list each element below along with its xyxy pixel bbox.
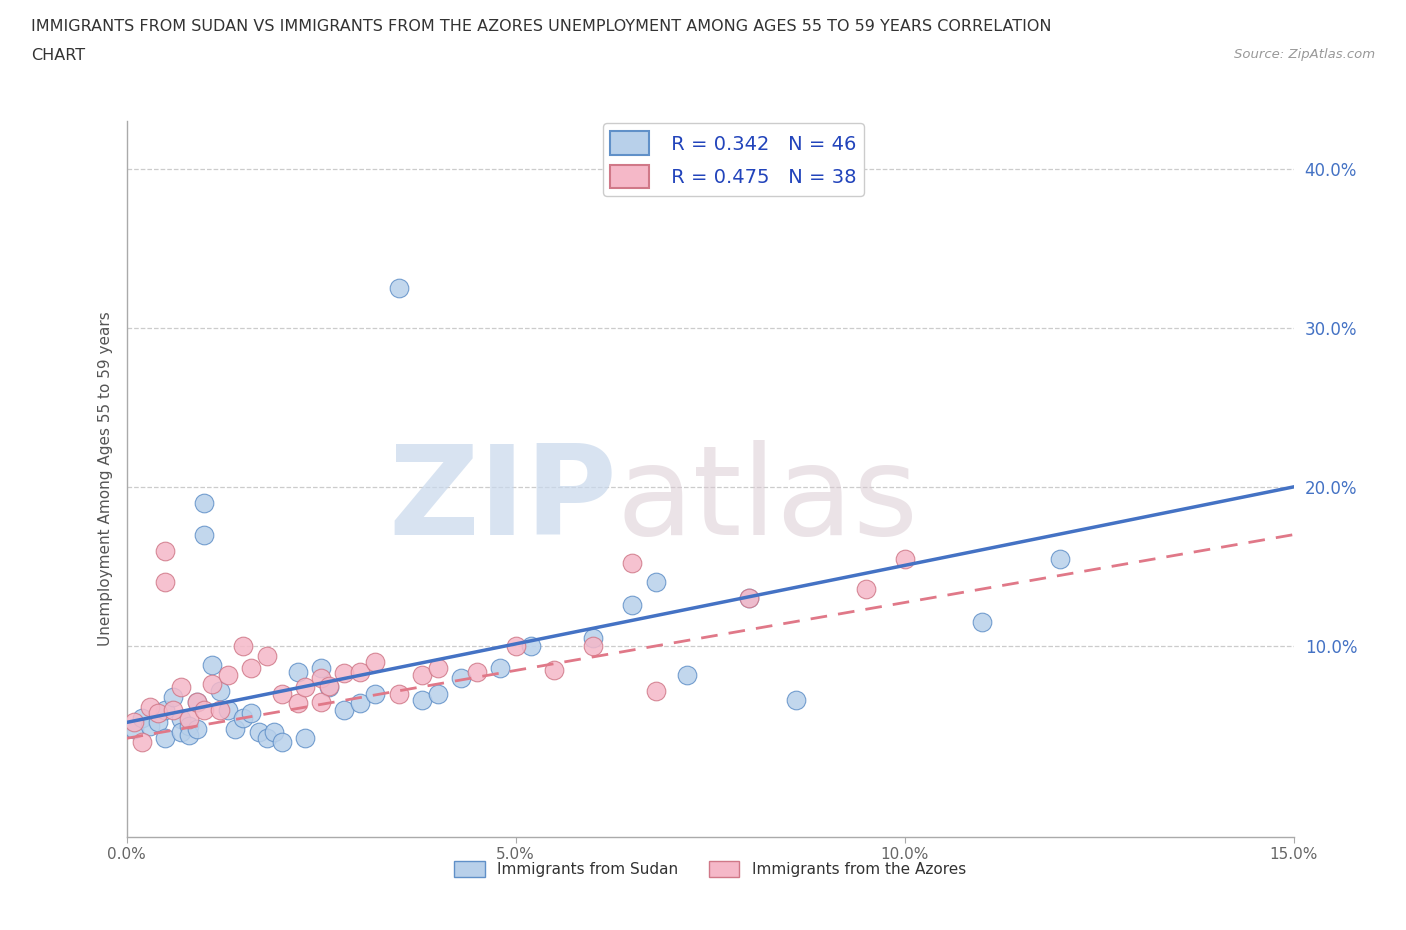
- Point: [124, 722, 146, 737]
- Point: [388, 686, 411, 701]
- Point: [309, 671, 332, 685]
- Point: [201, 677, 224, 692]
- Point: [785, 693, 807, 708]
- Point: [287, 696, 309, 711]
- Point: [426, 686, 449, 701]
- Legend: Immigrants from Sudan, Immigrants from the Azores: Immigrants from Sudan, Immigrants from t…: [449, 855, 972, 884]
- Point: [318, 678, 340, 693]
- Point: [309, 695, 332, 710]
- Point: [644, 575, 666, 590]
- Point: [217, 702, 239, 717]
- Text: atlas: atlas: [617, 440, 918, 561]
- Point: [271, 686, 294, 701]
- Point: [177, 718, 200, 733]
- Point: [582, 639, 605, 654]
- Point: [186, 695, 208, 710]
- Point: [287, 664, 309, 679]
- Point: [1049, 551, 1071, 566]
- Point: [256, 731, 278, 746]
- Point: [155, 575, 177, 590]
- Point: [675, 667, 697, 682]
- Point: [208, 702, 231, 717]
- Point: [186, 722, 208, 737]
- Point: [263, 724, 285, 739]
- Point: [543, 662, 565, 677]
- Point: [170, 724, 193, 739]
- Point: [146, 715, 169, 730]
- Point: [309, 661, 332, 676]
- Point: [155, 543, 177, 558]
- Text: Source: ZipAtlas.com: Source: ZipAtlas.com: [1234, 48, 1375, 61]
- Point: [489, 661, 512, 676]
- Point: [201, 658, 224, 672]
- Point: [893, 551, 915, 566]
- Point: [155, 731, 177, 746]
- Point: [224, 722, 246, 737]
- Point: [170, 680, 193, 695]
- Point: [193, 496, 215, 511]
- Point: [364, 686, 387, 701]
- Point: [177, 711, 200, 726]
- Point: [505, 639, 527, 654]
- Point: [738, 591, 761, 605]
- Point: [294, 680, 316, 695]
- Point: [155, 702, 177, 717]
- Point: [208, 684, 231, 698]
- Text: ZIP: ZIP: [388, 440, 617, 561]
- Point: [217, 667, 239, 682]
- Point: [146, 706, 169, 721]
- Point: [177, 727, 200, 742]
- Point: [465, 664, 488, 679]
- Point: [333, 666, 356, 681]
- Point: [271, 734, 294, 749]
- Point: [247, 724, 270, 739]
- Point: [333, 702, 356, 717]
- Point: [240, 661, 263, 676]
- Point: [388, 281, 411, 296]
- Point: [520, 639, 543, 654]
- Point: [131, 734, 153, 749]
- Y-axis label: Unemployment Among Ages 55 to 59 years: Unemployment Among Ages 55 to 59 years: [97, 312, 112, 646]
- Point: [170, 711, 193, 726]
- Point: [139, 699, 162, 714]
- Point: [450, 671, 472, 685]
- Point: [318, 680, 340, 695]
- Point: [364, 655, 387, 670]
- Text: CHART: CHART: [31, 48, 84, 63]
- Point: [411, 667, 433, 682]
- Point: [124, 715, 146, 730]
- Point: [193, 527, 215, 542]
- Point: [621, 556, 644, 571]
- Point: [232, 639, 254, 654]
- Point: [256, 648, 278, 663]
- Point: [738, 591, 761, 605]
- Point: [582, 631, 605, 645]
- Point: [139, 718, 162, 733]
- Point: [972, 615, 994, 630]
- Point: [855, 581, 877, 596]
- Point: [131, 711, 153, 725]
- Point: [240, 706, 263, 721]
- Point: [186, 695, 208, 710]
- Point: [162, 702, 184, 717]
- Point: [349, 664, 371, 679]
- Point: [232, 711, 254, 725]
- Point: [644, 684, 666, 698]
- Point: [193, 702, 215, 717]
- Point: [349, 696, 371, 711]
- Point: [411, 693, 433, 708]
- Point: [162, 689, 184, 704]
- Point: [426, 661, 449, 676]
- Point: [294, 731, 316, 746]
- Point: [621, 597, 644, 612]
- Text: IMMIGRANTS FROM SUDAN VS IMMIGRANTS FROM THE AZORES UNEMPLOYMENT AMONG AGES 55 T: IMMIGRANTS FROM SUDAN VS IMMIGRANTS FROM…: [31, 19, 1052, 33]
